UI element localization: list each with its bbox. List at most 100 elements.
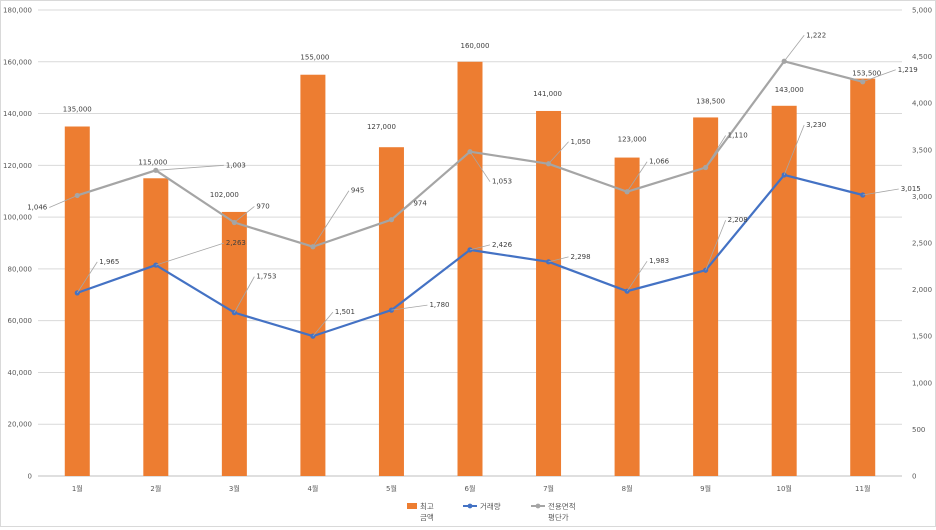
bar (300, 74, 326, 476)
leader-line (783, 124, 805, 176)
y-left-tick-label: 180,000 (3, 7, 32, 15)
bar (143, 178, 169, 476)
y-left-tick-label: 20,000 (8, 421, 33, 429)
bar (457, 61, 483, 477)
leader-line (469, 151, 491, 182)
bar-data-label: 102,000 (210, 191, 239, 199)
bar-data-label: 123,000 (618, 136, 647, 144)
legend-swatch-point (535, 503, 541, 509)
line-data-label: 1,066 (649, 158, 670, 166)
line-data-label: 1,219 (898, 66, 918, 74)
y-left-tick-label: 140,000 (3, 110, 32, 118)
leader-line (312, 190, 350, 247)
y-right-tick-label: 0 (912, 473, 916, 481)
y-right-tick-label: 4,000 (912, 100, 932, 108)
leader-line (783, 35, 805, 62)
bar-data-label: 160,000 (461, 42, 490, 50)
line-data-label: 1,046 (27, 203, 48, 211)
bar (771, 105, 797, 477)
leader-line (76, 261, 98, 294)
y-right-tick-label: 1,000 (912, 379, 932, 387)
bar-data-label: 155,000 (300, 54, 329, 62)
axis-ticks: 020,00040,00060,00080,000100,000120,0001… (3, 7, 932, 494)
x-tick-label: 9월 (700, 484, 711, 493)
bar (850, 78, 876, 476)
line-data-label: 974 (413, 200, 427, 208)
data-labels: 135,000 115,000 102,000 155,000 127,000 160,0… (27, 31, 921, 337)
x-tick-label: 5월 (386, 484, 397, 493)
bar-data-label: 138,500 (696, 97, 725, 105)
y-right-tick-label: 5,000 (912, 7, 932, 15)
y-right-tick-label: 1,500 (912, 333, 932, 341)
x-tick-label: 7월 (543, 484, 554, 493)
bar-data-label: 127,000 (367, 123, 396, 131)
line-data-label: 1,050 (571, 138, 591, 146)
bar (221, 211, 247, 476)
line-data-label: 3,015 (901, 185, 921, 193)
bar-data-label: 135,000 (63, 106, 92, 114)
y-right-tick-label: 500 (912, 426, 925, 434)
bar (614, 157, 640, 477)
leader-line (391, 203, 412, 221)
line-data-label: 1,003 (226, 161, 246, 169)
line-data-label: 3,230 (806, 121, 826, 129)
line-data-label: 1,501 (335, 308, 355, 316)
bar-data-label: 153,500 (852, 70, 881, 78)
y-left-tick-label: 160,000 (3, 58, 32, 66)
line-data-label: 2,208 (728, 216, 748, 224)
legend-label: 금액 (420, 512, 434, 522)
y-right-tick-label: 4,500 (912, 53, 932, 61)
legend-swatch (407, 503, 417, 509)
bar-data-label: 115,000 (138, 158, 167, 166)
y-right-tick-label: 2,000 (912, 286, 932, 294)
legend-label: 전용면적 (548, 501, 576, 511)
x-tick-label: 8월 (622, 484, 633, 493)
bar-data-label: 143,000 (775, 86, 804, 94)
legend-label: 평단가 (548, 512, 569, 522)
leader-line (548, 256, 569, 263)
x-tick-label: 3월 (229, 484, 240, 493)
series-point (231, 310, 237, 316)
line-data-label: 1,965 (99, 258, 119, 266)
y-left-tick-label: 80,000 (8, 265, 33, 273)
leader-line (155, 164, 224, 171)
x-tick-label: 6월 (465, 484, 476, 493)
legend-label: 거래량 (480, 502, 501, 511)
leader-line (155, 242, 224, 266)
leader-line (548, 141, 569, 165)
leader-line (49, 195, 78, 208)
line-data-label: 1,222 (806, 31, 826, 39)
leader-line (705, 135, 726, 168)
line-data-label: 970 (256, 202, 269, 210)
line-data-label: 1,780 (429, 301, 449, 309)
y-left-tick-label: 0 (28, 473, 32, 481)
series-point (74, 192, 80, 199)
legend-label: 최고 (420, 501, 434, 511)
leader-line (862, 69, 896, 83)
x-tick-label: 2월 (150, 484, 161, 493)
x-tick-label: 1월 (72, 484, 83, 493)
leader-line (626, 161, 648, 192)
line-data-label: 1,053 (492, 178, 512, 186)
line-data-label: 1,753 (256, 273, 276, 281)
y-left-tick-label: 40,000 (8, 369, 33, 377)
y-right-tick-label: 3,500 (912, 146, 932, 154)
leader-line (234, 206, 255, 223)
x-tick-label: 10월 (777, 484, 792, 493)
bar (64, 126, 90, 476)
y-right-tick-label: 2,500 (912, 240, 932, 248)
bar (693, 117, 719, 476)
legend-swatch-point (467, 503, 473, 509)
line-data-label: 1,110 (728, 132, 748, 140)
line-data-label: 2,298 (571, 253, 591, 261)
leader-line (705, 220, 727, 271)
line-data-label: 1,983 (649, 257, 669, 265)
bar (536, 110, 562, 476)
leader-line (469, 244, 491, 251)
bar-data-label: 141,000 (533, 90, 562, 98)
bar-series (64, 61, 876, 477)
line-data-label: 945 (351, 187, 364, 195)
